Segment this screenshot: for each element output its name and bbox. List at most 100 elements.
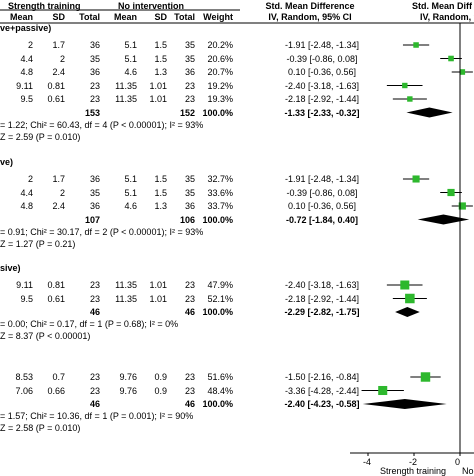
cell-w: 33.6% bbox=[207, 187, 233, 198]
total-weight: 100.0% bbox=[202, 107, 233, 118]
total-n1: 153 bbox=[84, 107, 100, 118]
header-plot-title: Std. Mean Diff bbox=[412, 1, 472, 11]
cell-n1: 23 bbox=[89, 385, 100, 396]
cell-ci: -2.18 [-2.92, -1.44] bbox=[284, 94, 360, 104]
cell-sd1: 0.7 bbox=[52, 372, 65, 382]
cell-w: 20.6% bbox=[207, 53, 233, 64]
total-weight: 100.0% bbox=[202, 399, 233, 409]
cell-sd2: 1.3 bbox=[154, 67, 167, 77]
cell-w: 33.7% bbox=[207, 201, 233, 211]
cell-n2: 35 bbox=[184, 174, 195, 184]
cell-w: 32.7% bbox=[207, 174, 233, 184]
cell-n1: 23 bbox=[89, 293, 100, 304]
cell-m2: 4.6 bbox=[124, 201, 137, 211]
cell-m2: 5.1 bbox=[124, 53, 137, 64]
cell-sd1: 1.7 bbox=[52, 174, 65, 184]
total-diamond bbox=[417, 214, 470, 225]
cell-ci: -0.39 [-0.86, 0.08] bbox=[286, 187, 358, 198]
x-tick-label: 0 bbox=[455, 457, 461, 467]
favours-left-label: Strength training bbox=[380, 466, 447, 476]
cell-n1: 35 bbox=[89, 187, 100, 198]
cell-ci: -2.18 [-2.92, -1.44] bbox=[284, 293, 360, 304]
study-marker bbox=[459, 69, 466, 75]
heterogeneity-text: = 1.57; Chi² = 10.36, df = 1 (P = 0.001)… bbox=[0, 411, 194, 421]
cell-sd2: 1.3 bbox=[154, 201, 167, 211]
study-marker bbox=[447, 188, 455, 197]
study-marker bbox=[413, 42, 419, 48]
study-marker bbox=[420, 372, 431, 382]
cell-m2: 5.1 bbox=[124, 40, 137, 50]
cell-sd1: 2 bbox=[59, 187, 65, 198]
cell-n1: 36 bbox=[89, 201, 100, 211]
cell-w: 52.1% bbox=[207, 293, 233, 304]
total-ci: -0.72 [-1.84, 0.40] bbox=[285, 214, 359, 225]
cell-ci: -1.91 [-2.48, -1.34] bbox=[284, 174, 360, 184]
header-col-3: Mean bbox=[113, 12, 137, 22]
cell-w: 51.6% bbox=[207, 372, 233, 382]
favours-right-label: No bbox=[462, 466, 474, 476]
cell-sd1: 0.81 bbox=[47, 280, 65, 290]
cell-w: 19.2% bbox=[207, 80, 233, 91]
cell-m1: 8.53 bbox=[15, 372, 33, 382]
total-diamond bbox=[362, 399, 447, 409]
cell-w: 20.2% bbox=[207, 40, 233, 50]
subgroup-label: ve) bbox=[0, 157, 14, 167]
cell-w: 48.4% bbox=[207, 385, 233, 396]
study-marker bbox=[378, 385, 388, 396]
cell-ci: 0.10 [-0.36, 0.56] bbox=[287, 67, 357, 77]
cell-n2: 35 bbox=[184, 187, 195, 198]
total-n1: 46 bbox=[89, 399, 100, 409]
cell-ci: -2.40 [-3.18, -1.63] bbox=[284, 80, 360, 91]
total-n1: 46 bbox=[89, 307, 100, 317]
cell-sd2: 1.5 bbox=[154, 40, 167, 50]
total-weight: 100.0% bbox=[202, 307, 233, 317]
x-tick-label: -4 bbox=[363, 457, 372, 467]
cell-m2: 11.35 bbox=[115, 293, 137, 304]
header-col-6: Weight bbox=[203, 12, 233, 22]
heterogeneity-text: = 1.22; Chi² = 60.43, df = 4 (P < 0.0000… bbox=[0, 119, 204, 130]
cell-ci: -1.91 [-2.48, -1.34] bbox=[284, 40, 360, 50]
header-col-0: Mean bbox=[9, 12, 33, 22]
cell-n2: 23 bbox=[184, 280, 195, 290]
study-marker bbox=[412, 175, 420, 183]
cell-m1: 4.8 bbox=[20, 201, 33, 211]
cell-n1: 23 bbox=[89, 372, 100, 382]
cell-n2: 23 bbox=[184, 80, 195, 91]
cell-m2: 4.6 bbox=[124, 67, 137, 77]
cell-n1: 36 bbox=[89, 40, 100, 50]
cell-sd2: 1.01 bbox=[149, 80, 167, 91]
header-col-4: SD bbox=[154, 12, 167, 22]
total-n2: 46 bbox=[184, 307, 195, 317]
cell-n2: 23 bbox=[184, 94, 195, 104]
overall-effect-text: Z = 2.58 (P = 0.010) bbox=[0, 423, 81, 433]
cell-n1: 23 bbox=[89, 94, 100, 104]
cell-m1: 9.11 bbox=[16, 80, 33, 91]
cell-n2: 36 bbox=[184, 201, 195, 211]
cell-sd1: 0.61 bbox=[47, 94, 65, 104]
heterogeneity-text: = 0.00; Chi² = 0.17, df = 1 (P = 0.68); … bbox=[0, 319, 179, 329]
cell-ci: -3.36 [-4.28, -2.44] bbox=[284, 385, 360, 396]
total-n2: 106 bbox=[179, 214, 195, 225]
header-col-5: Total bbox=[174, 12, 195, 22]
study-marker bbox=[402, 82, 408, 89]
study-marker bbox=[407, 96, 413, 102]
header-smd-method: IV, Random, 95% CI bbox=[268, 12, 352, 22]
cell-sd1: 0.81 bbox=[47, 80, 65, 91]
cell-sd2: 1.01 bbox=[149, 293, 167, 304]
cell-sd1: 1.7 bbox=[52, 40, 65, 50]
header-col-2: Total bbox=[79, 12, 100, 22]
cell-n2: 23 bbox=[184, 385, 195, 396]
cell-n1: 23 bbox=[89, 280, 100, 290]
cell-n2: 35 bbox=[184, 40, 195, 50]
cell-sd2: 1.01 bbox=[149, 280, 167, 290]
header-col-1: SD bbox=[52, 12, 65, 22]
overall-effect-text: Z = 8.37 (P < 0.00001) bbox=[0, 331, 91, 341]
cell-m2: 5.1 bbox=[124, 174, 137, 184]
cell-ci: -1.50 [-2.16, -0.84] bbox=[284, 372, 360, 382]
total-ci: -2.29 [-2.82, -1.75] bbox=[284, 307, 360, 317]
header-group2: No intervention bbox=[118, 1, 185, 11]
cell-ci: 0.10 [-0.36, 0.56] bbox=[287, 201, 357, 211]
cell-sd2: 1.5 bbox=[154, 53, 167, 64]
cell-m2: 5.1 bbox=[124, 187, 137, 198]
